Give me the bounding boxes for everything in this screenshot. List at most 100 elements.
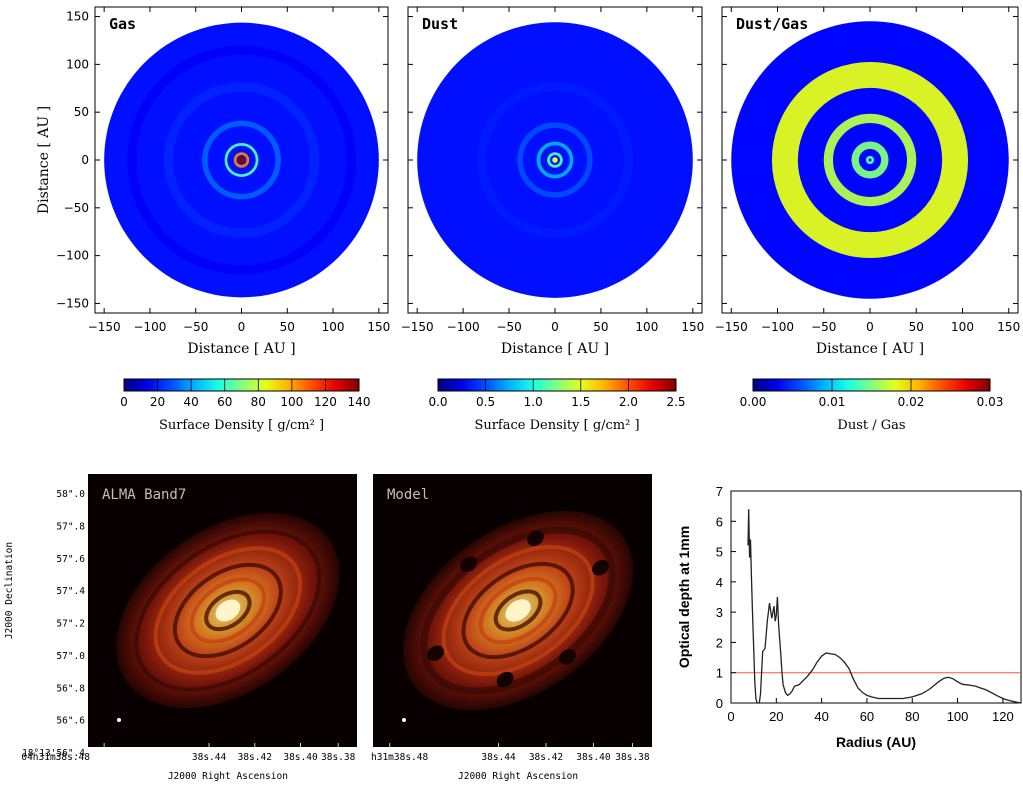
y-tick-label: 3 [716, 605, 723, 620]
disk-ring [476, 81, 634, 239]
disk-ring [865, 155, 875, 165]
x-tick-label: 50 [909, 320, 924, 334]
colorbar-label: Surface Density [ g/cm² ] [474, 418, 639, 433]
x-tick-label: 100 [322, 320, 345, 334]
disk-ring [127, 45, 356, 275]
y-axis-label: J2000 Declination [4, 542, 15, 639]
colorbar-tick-label: 0.03 [977, 395, 1004, 409]
disk-ring [547, 152, 563, 168]
dark-gap [427, 645, 445, 661]
y-tick-label: 6 [716, 514, 723, 529]
colorbar-tick-label: 0.5 [476, 395, 495, 409]
y-tick-label: 1 [716, 666, 723, 681]
x-tick-label: 38s.44 [481, 752, 516, 763]
y-tick-label: 150 [66, 10, 89, 24]
y-tick-label: 7 [716, 484, 723, 499]
x-tick-label: 38s.42 [529, 752, 563, 763]
y-tick-label: 57".4 [56, 586, 85, 597]
emission-ring [461, 561, 575, 660]
x-tick-label: −50 [811, 320, 836, 334]
x-tick-label: 0 [866, 320, 874, 334]
y-tick-label: 57".6 [56, 554, 85, 565]
plot-frame [730, 490, 1022, 704]
x-tick-label: 150 [997, 320, 1020, 334]
emission-ring [189, 577, 266, 644]
colorbar-bar [437, 378, 677, 392]
x-tick-label: 38s.38 [321, 752, 356, 763]
optical-depth-chart: 0 20 40 60 80 100 120 0 1 2 3 4 5 6 7 Radius (AU) Optica… [676, 484, 1022, 750]
disk-core [552, 157, 558, 163]
emission-ring [420, 526, 616, 695]
x-tick-label: 38s.40 [283, 752, 318, 763]
x-tick-label: −150 [401, 320, 434, 334]
x-axis-label: Distance [ AU ] [187, 341, 295, 357]
colorbar-tick-label: 0.0 [428, 395, 447, 409]
bright-core [505, 599, 531, 622]
x-tick-label: 150 [367, 320, 390, 334]
y-tick-label: 100 [66, 57, 89, 71]
x-tick-label: 80 [905, 709, 919, 724]
x-tick-label: 120 [992, 709, 1014, 724]
x-tick-label: 20 [769, 709, 783, 724]
x-tick-label: 60 [860, 709, 874, 724]
dust-colorbar: 0.0 0.5 1.0 1.5 2.0 2.5 Surface Density [ g/cm… [428, 378, 686, 433]
colorbar-tick-label: 0.02 [898, 395, 925, 409]
bright-core [215, 599, 241, 622]
disk-ring [224, 143, 259, 177]
dust-gas-panel: Dust/Gas −150 −100 −50 0 50 100 150 Distance [ A… [715, 6, 1020, 357]
alma-image-panel: ALMA Band7 04h31m38s.48 38s.44 38s.42 38s.40… [4, 474, 357, 782]
emission-ring [153, 546, 303, 675]
dark-gap [496, 671, 514, 688]
y-tick-label: 57".2 [56, 619, 85, 630]
x-tick-label: −100 [447, 320, 480, 334]
colorbar-tick-label: 80 [251, 395, 266, 409]
disk-background [731, 21, 1009, 299]
y-tick-label: 57".8 [56, 521, 85, 532]
y-tick-label: 56".6 [56, 716, 85, 727]
x-axis-label: Distance [ AU ] [816, 341, 924, 357]
x-tick-label: −100 [761, 320, 794, 334]
y-axis-label: Distance [ AU ] [36, 106, 52, 214]
emission-ring [478, 576, 558, 645]
panel-title: ALMA Band7 [102, 487, 186, 503]
disk-ring [202, 120, 281, 200]
emission-ring [172, 562, 283, 659]
disk-ring [536, 141, 574, 179]
x-tick-label: 0 [727, 709, 734, 724]
x-tick-label: 50 [280, 320, 295, 334]
disk-core [237, 156, 246, 164]
disk-emission [116, 512, 340, 709]
x-tick-label: 100 [635, 320, 658, 334]
model-image-panel: Model h31m38s.48 38s.44 38s.42 38s.40 38s.38 J… [371, 474, 652, 782]
dust-gas-colorbar: 0.00 0.01 0.02 0.03 Dust / Gas [740, 378, 1004, 433]
colorbar-tick-label: 0.00 [740, 395, 767, 409]
y-axis-label: Optical depth at 1mm [676, 526, 692, 668]
y-tick-label: −100 [56, 249, 89, 263]
colorbar-tick-label: 1.5 [571, 395, 590, 409]
x-tick-label: h31m38s.48 [371, 752, 428, 763]
x-tick-label: −100 [133, 320, 166, 334]
y-tick-label: 2 [716, 635, 723, 650]
emission-ring [204, 589, 252, 632]
disk-ring [851, 141, 889, 179]
colorbar-bar [752, 378, 991, 392]
emission-ring [493, 589, 543, 632]
x-tick-label: −50 [183, 320, 208, 334]
dark-gap [460, 556, 477, 572]
disk-emission [402, 510, 634, 711]
colorbar-bar [123, 378, 360, 392]
colorbar-tick-label: 40 [184, 395, 199, 409]
y-tick-label: 0 [716, 696, 723, 711]
x-axis-label: Radius (AU) [836, 734, 916, 750]
x-tick-label: 40 [814, 709, 828, 724]
x-tick-label: 0 [551, 320, 559, 334]
panel-title: Dust/Gas [736, 15, 808, 33]
x-tick-label: 150 [681, 320, 704, 334]
y-tick-label: 0 [81, 153, 89, 167]
colorbar-tick-label: 1.0 [524, 395, 543, 409]
x-tick-label: −150 [88, 320, 121, 334]
disk-ring [823, 113, 917, 207]
colorbar-label: Surface Density [ g/cm² ] [159, 418, 324, 433]
colorbar-tick-label: 120 [314, 395, 337, 409]
